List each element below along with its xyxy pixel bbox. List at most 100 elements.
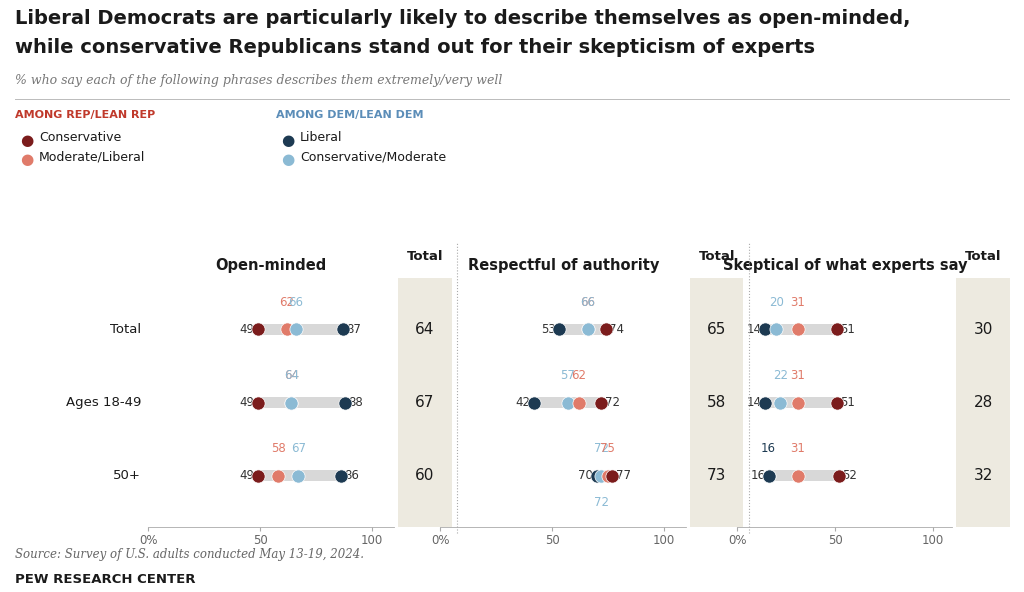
Point: [790, 324, 806, 334]
Point: [600, 471, 616, 481]
Point: [761, 471, 777, 481]
Text: 49: 49: [240, 396, 255, 409]
Point: [250, 398, 266, 407]
Point: [284, 398, 300, 407]
Point: [250, 471, 266, 481]
Point: [761, 471, 777, 481]
Point: [828, 324, 845, 334]
Text: 72: 72: [594, 442, 608, 455]
Text: 73: 73: [708, 468, 726, 483]
Text: while conservative Republicans stand out for their skepticism of experts: while conservative Republicans stand out…: [15, 38, 815, 57]
Bar: [258, 470, 341, 481]
Text: Liberal: Liberal: [300, 131, 343, 144]
Point: [270, 471, 287, 481]
Text: 28: 28: [974, 395, 992, 410]
Text: 58: 58: [270, 442, 286, 455]
Text: 20: 20: [769, 296, 783, 309]
Text: 66: 66: [581, 296, 595, 309]
Text: PEW RESEARCH CENTER: PEW RESEARCH CENTER: [15, 573, 196, 586]
Point: [290, 471, 306, 481]
Text: 51: 51: [840, 323, 855, 336]
Text: 57: 57: [560, 369, 575, 382]
Text: 58: 58: [708, 395, 726, 410]
Text: 53: 53: [541, 323, 555, 336]
Text: 70: 70: [579, 469, 593, 482]
Bar: [258, 397, 345, 408]
Text: 72: 72: [604, 396, 620, 409]
Text: 62: 62: [571, 369, 587, 382]
Text: 64: 64: [284, 369, 299, 382]
Point: [284, 398, 300, 407]
Text: ●: ●: [282, 152, 295, 167]
Text: Moderate/Liberal: Moderate/Liberal: [39, 150, 145, 163]
Text: AMONG REP/LEAN REP: AMONG REP/LEAN REP: [15, 110, 156, 120]
Text: Total: Total: [407, 250, 443, 263]
Point: [830, 471, 847, 481]
Title: Skeptical of what experts say: Skeptical of what experts say: [723, 258, 967, 273]
Point: [580, 324, 596, 334]
Point: [790, 471, 806, 481]
Text: 77: 77: [615, 469, 631, 482]
Text: 42: 42: [516, 396, 530, 409]
Point: [768, 324, 784, 334]
Text: Total: Total: [698, 250, 735, 263]
Text: Total: Total: [965, 250, 1001, 263]
Point: [772, 398, 788, 407]
Title: Open-minded: Open-minded: [216, 258, 327, 273]
Bar: [765, 324, 837, 335]
Point: [593, 471, 609, 481]
Point: [333, 471, 349, 481]
Text: 16: 16: [761, 442, 776, 455]
Text: Conservative/Moderate: Conservative/Moderate: [300, 150, 446, 163]
Bar: [769, 470, 839, 481]
Point: [589, 471, 605, 481]
Point: [828, 398, 845, 407]
Text: Source: Survey of U.S. adults conducted May 13-19, 2024.: Source: Survey of U.S. adults conducted …: [15, 548, 365, 561]
Text: 49: 49: [240, 323, 255, 336]
Text: 86: 86: [344, 469, 358, 482]
Text: 50+: 50+: [114, 469, 141, 482]
Text: % who say each of the following phrases describes them extremely/very well: % who say each of the following phrases …: [15, 74, 503, 87]
Text: 31: 31: [791, 442, 805, 455]
Bar: [258, 324, 343, 335]
Text: 16: 16: [751, 469, 766, 482]
Text: Liberal Democrats are particularly likely to describe themselves as open-minded,: Liberal Democrats are particularly likel…: [15, 9, 911, 28]
Text: 14: 14: [746, 396, 762, 409]
Bar: [597, 470, 612, 481]
Point: [279, 324, 295, 334]
Point: [288, 324, 304, 334]
Text: ●: ●: [20, 152, 34, 167]
Text: 62: 62: [280, 296, 295, 309]
Text: 67: 67: [291, 442, 306, 455]
Text: 14: 14: [746, 323, 762, 336]
Text: Total: Total: [111, 323, 141, 336]
Text: 66: 66: [581, 296, 595, 309]
Point: [335, 324, 351, 334]
Bar: [765, 397, 837, 408]
Point: [790, 398, 806, 407]
Text: 32: 32: [974, 468, 992, 483]
Point: [593, 398, 609, 407]
Text: 74: 74: [609, 323, 624, 336]
Text: 30: 30: [974, 322, 992, 337]
Point: [580, 324, 596, 334]
Text: 75: 75: [600, 442, 615, 455]
Text: ●: ●: [282, 133, 295, 148]
Text: 88: 88: [348, 396, 364, 409]
Point: [570, 398, 587, 407]
Point: [559, 398, 575, 407]
Point: [250, 324, 266, 334]
Text: Ages 18-49: Ages 18-49: [66, 396, 141, 409]
Point: [757, 398, 773, 407]
Bar: [535, 397, 601, 408]
Text: 67: 67: [416, 395, 434, 410]
Point: [604, 471, 621, 481]
Text: 65: 65: [708, 322, 726, 337]
Text: 31: 31: [791, 296, 805, 309]
Text: ●: ●: [20, 133, 34, 148]
Text: 72: 72: [594, 496, 608, 509]
Text: 64: 64: [284, 369, 299, 382]
Text: Conservative: Conservative: [39, 131, 121, 144]
Point: [526, 398, 543, 407]
Text: 22: 22: [773, 369, 787, 382]
